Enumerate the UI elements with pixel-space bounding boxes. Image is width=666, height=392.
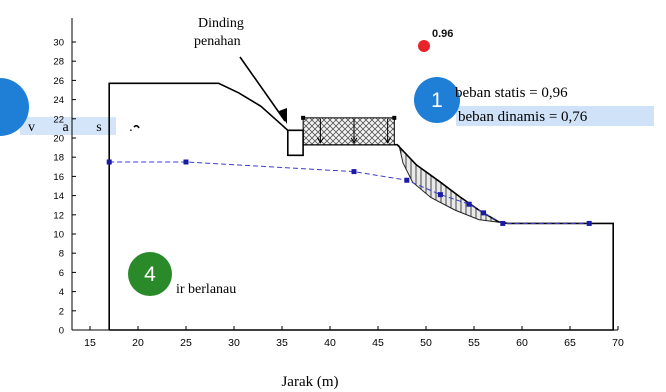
load-arrow-head	[384, 137, 392, 144]
dynamic-load-label: beban dinamis = 0,76	[458, 109, 588, 125]
water-table-point	[437, 192, 443, 198]
x-axis-label: Jarak (m)	[281, 374, 338, 390]
x-tick-label: 70	[612, 337, 624, 349]
x-tick-label: 30	[228, 337, 240, 349]
y-tick-label: 16	[53, 172, 64, 183]
y-tick-label: 26	[53, 76, 64, 87]
x-tick-label: 45	[372, 337, 384, 349]
y-tick-label: 30	[53, 38, 64, 49]
stray-mark	[133, 124, 140, 129]
x-tick-label: 60	[516, 337, 528, 349]
water-table-point	[106, 159, 112, 165]
load-arrow-head	[350, 137, 358, 144]
dynamic-label-highlight	[456, 106, 654, 126]
surcharge-load	[302, 117, 395, 146]
badge-left-partial	[0, 78, 29, 136]
load-corner-marker	[301, 115, 306, 120]
fs-value: 0.96	[432, 28, 453, 40]
y-tick-label: 14	[53, 191, 64, 202]
water-table-point	[404, 177, 410, 183]
water-table-point	[481, 210, 487, 216]
x-tick-label: 40	[324, 337, 336, 349]
left-cropped-label: v a s .	[28, 120, 145, 135]
y-tick-label: 12	[53, 210, 64, 221]
y-tick-label: 28	[53, 57, 64, 68]
slip-wedge	[396, 144, 508, 224]
left-label-highlight	[20, 117, 116, 135]
x-tick-label: 55	[468, 337, 480, 349]
y-tick-label: 6	[59, 268, 64, 279]
water-table-line	[109, 161, 590, 224]
y-tick-label: 8	[59, 249, 64, 260]
y-tick-label: 4	[59, 287, 64, 298]
water-table-point	[351, 169, 357, 175]
x-tick-label: 35	[276, 337, 288, 349]
retaining-wall	[286, 129, 304, 157]
y-tick-label: 10	[53, 230, 64, 241]
water-table-point	[586, 220, 592, 226]
y-tick-label: 24	[53, 95, 64, 106]
wall-pointer-head	[279, 108, 287, 124]
x-tick-label: 65	[564, 337, 576, 349]
static-load-label: beban statis = 0,96	[455, 85, 568, 101]
x-tick-label: 20	[132, 337, 144, 349]
load-corner-marker	[392, 115, 397, 120]
badge-4	[128, 252, 172, 296]
retaining-wall-label: Dinding penahan	[194, 16, 247, 49]
badge-4-number: 4	[144, 263, 156, 286]
y-tick-label: 0	[59, 326, 64, 337]
y-tick-label: 2	[59, 306, 64, 317]
fs-red-dot	[418, 40, 430, 52]
wall-pointer-line	[239, 56, 286, 122]
water-table-point	[466, 201, 472, 207]
y-tick-label: 18	[53, 153, 64, 164]
y-tick-label: 20	[53, 134, 64, 145]
x-tick-label: 15	[84, 337, 96, 349]
badge-1-number: 1	[431, 89, 443, 112]
water-table-point	[500, 220, 506, 226]
load-arrow-head	[316, 137, 324, 144]
silt-layer-label: ir berlanau	[176, 282, 236, 297]
y-tick-label: 22	[53, 114, 64, 125]
water-table-point	[183, 159, 189, 165]
badge-1	[414, 77, 460, 123]
x-tick-label: 25	[180, 337, 192, 349]
x-tick-label: 50	[420, 337, 432, 349]
